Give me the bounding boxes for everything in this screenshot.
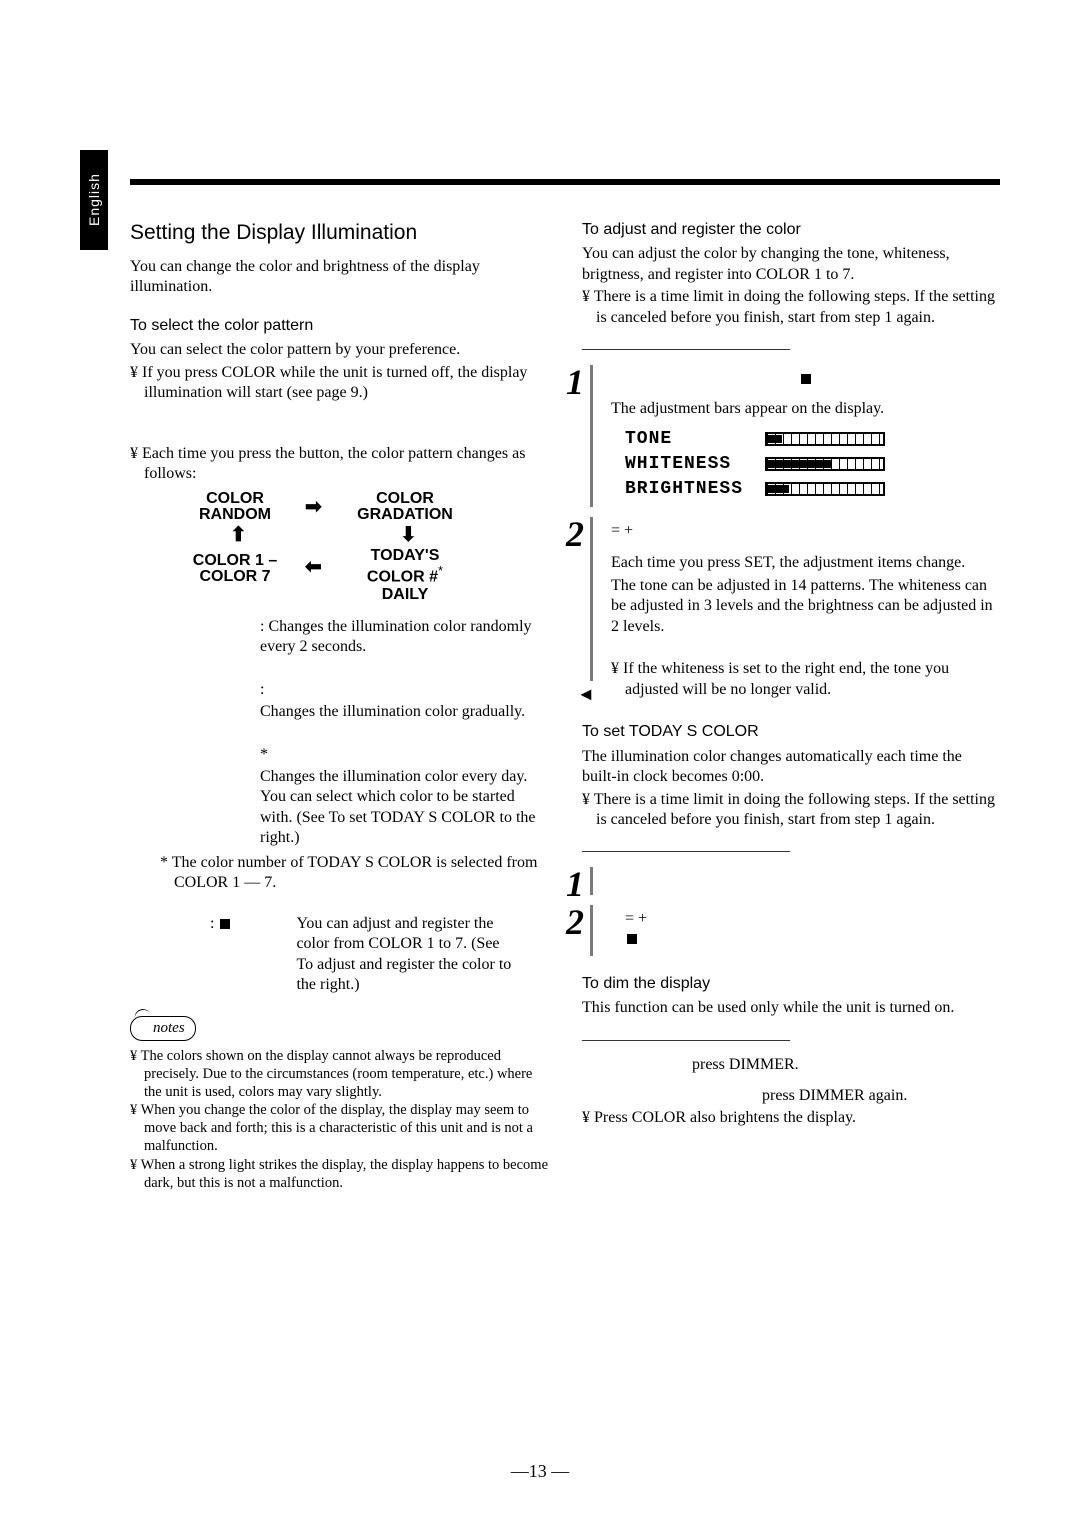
back-arrow-icon: ◄ [575, 681, 597, 708]
step1-text: The adjustment bars appear on the displa… [611, 399, 1000, 419]
arrow-down-icon: ⬇ [400, 525, 417, 546]
page-number: —13 — [0, 1461, 1080, 1482]
adjust-bullet: ¥ There is a time limit in doing the fol… [582, 287, 1000, 328]
step-number-2: 2 [563, 511, 587, 557]
adjust-title: To adjust and register the color [582, 220, 1000, 240]
desc-daily: * Changes the illumination color every d… [260, 745, 548, 849]
dim-line-1: press DIMMER. [692, 1055, 1000, 1075]
step2b-eq: = + [625, 910, 647, 927]
node-color-random: COLOR RANDOM [170, 491, 300, 525]
desc-random: : Changes the illumination color randoml… [260, 617, 548, 658]
color-sel-body: You can adjust and register the color fr… [296, 914, 516, 996]
desc-daily-body: Changes the illumination color every day… [260, 767, 548, 849]
step-number-1: 1 [563, 359, 587, 405]
step2-note: ¥ If the whiteness is set to the right e… [611, 659, 1000, 700]
manual-page: English Setting the Display Illumination… [0, 0, 1080, 1528]
arrow-up-icon: ⬆ [230, 525, 247, 546]
adjust-intro: You can adjust the color by changing the… [582, 244, 1000, 285]
language-tab: English [80, 150, 108, 250]
todays-color-title: To set TODAY S COLOR [582, 722, 1000, 742]
stop-icon [801, 374, 811, 384]
node-color-1-7: COLOR 1 – COLOR 7 [170, 553, 300, 587]
divider-3: __________________________ [582, 1025, 1000, 1045]
left-column: Setting the Display Illumination You can… [130, 220, 548, 1192]
desc-grad-body: Changes the illumination color gradually… [260, 702, 548, 722]
intro-text: You can change the color and brightness … [130, 257, 548, 298]
stop-icon [627, 934, 637, 944]
node-todays-color: TODAY'S COLOR #* DAILY [335, 548, 475, 604]
todays-intro: The illumination color changes automatic… [582, 747, 1000, 788]
arrow-left-icon: ⬅ [305, 557, 322, 578]
color-pattern-diagram: COLOR RANDOM COLOR GRADATION COLOR 1 – C… [150, 491, 548, 611]
lcd-display: TONE WHITENESS BRIGHTNESS [625, 428, 885, 501]
lcd-row-tone: TONE [625, 428, 885, 451]
node-color-gradation: COLOR GRADATION [335, 491, 475, 525]
lcd-row-whiteness: WHITENESS [625, 453, 885, 476]
note-3: ¥ When a strong light strikes the displa… [130, 1156, 548, 1192]
lcd-tone-label: TONE [625, 428, 765, 451]
step-2-adjust: 2 ◄ = + Each time you press SET, the adj… [590, 517, 1000, 704]
desc-daily-star: * [260, 745, 548, 765]
desc-gradation: : Changes the illumination color gradual… [260, 680, 548, 723]
lcd-whiteness-bar [765, 457, 885, 471]
desc-random-text: : Changes the illumination color randoml… [260, 617, 548, 658]
divider-2: __________________________ [582, 836, 1000, 856]
section-title: Setting the Display Illumination [130, 220, 548, 247]
step-2-todays: 2 = + [590, 905, 1000, 956]
dim-intro: This function can be used only while the… [582, 998, 1000, 1018]
todays-line3: DAILY [382, 586, 429, 603]
note-1: ¥ The colors shown on the display cannot… [130, 1047, 548, 1101]
note-2: ¥ When you change the color of the displ… [130, 1101, 548, 1155]
arrow-right-icon: ➡ [305, 497, 322, 518]
todays-line1: TODAY'S [371, 547, 440, 564]
step-1-todays: 1 [590, 867, 1000, 895]
select-bullet: ¥ If you press COLOR while the unit is t… [130, 363, 548, 404]
content-columns: Setting the Display Illumination You can… [130, 220, 1000, 1192]
step2-eq: = + [611, 521, 1000, 541]
divider-1: __________________________ [582, 334, 1000, 354]
step-number-2b: 2 [563, 899, 587, 945]
todays-bullet: ¥ There is a time limit in doing the fol… [582, 790, 1000, 831]
select-pattern-title: To select the color pattern [130, 316, 548, 336]
notes-badge: notes [130, 1016, 196, 1041]
right-column: To adjust and register the color You can… [582, 220, 1000, 1192]
todays-footnote: * The color number of TODAY S COLOR is s… [160, 853, 548, 894]
color-sel-lead: : [210, 915, 218, 932]
lcd-brightness-label: BRIGHTNESS [625, 478, 765, 501]
color-select-desc: : You can adjust and register the color … [210, 914, 548, 996]
lcd-whiteness-label: WHITENESS [625, 453, 765, 476]
lcd-brightness-bar [765, 482, 885, 496]
step2-body-2: The tone can be adjusted in 14 patterns.… [611, 576, 1000, 637]
dim-title: To dim the display [582, 974, 1000, 994]
todays-star: * [438, 563, 443, 578]
each-time-text: ¥ Each time you press the button, the co… [130, 444, 548, 485]
stop-icon [220, 919, 230, 929]
desc-grad-lead: : [260, 680, 548, 700]
todays-line2: COLOR # [367, 569, 438, 586]
select-intro: You can select the color pattern by your… [130, 340, 548, 360]
dim-bullet: ¥ Press COLOR also brightens the display… [582, 1108, 1000, 1128]
step2-body-1: Each time you press SET, the adjustment … [611, 553, 1000, 573]
lcd-tone-bar [765, 432, 885, 446]
top-rule [130, 179, 1000, 185]
dim-line-2: press DIMMER again. [762, 1086, 1000, 1106]
lcd-row-brightness: BRIGHTNESS [625, 478, 885, 501]
step-1-adjust: 1 The adjustment bars appear on the disp… [590, 365, 1000, 507]
